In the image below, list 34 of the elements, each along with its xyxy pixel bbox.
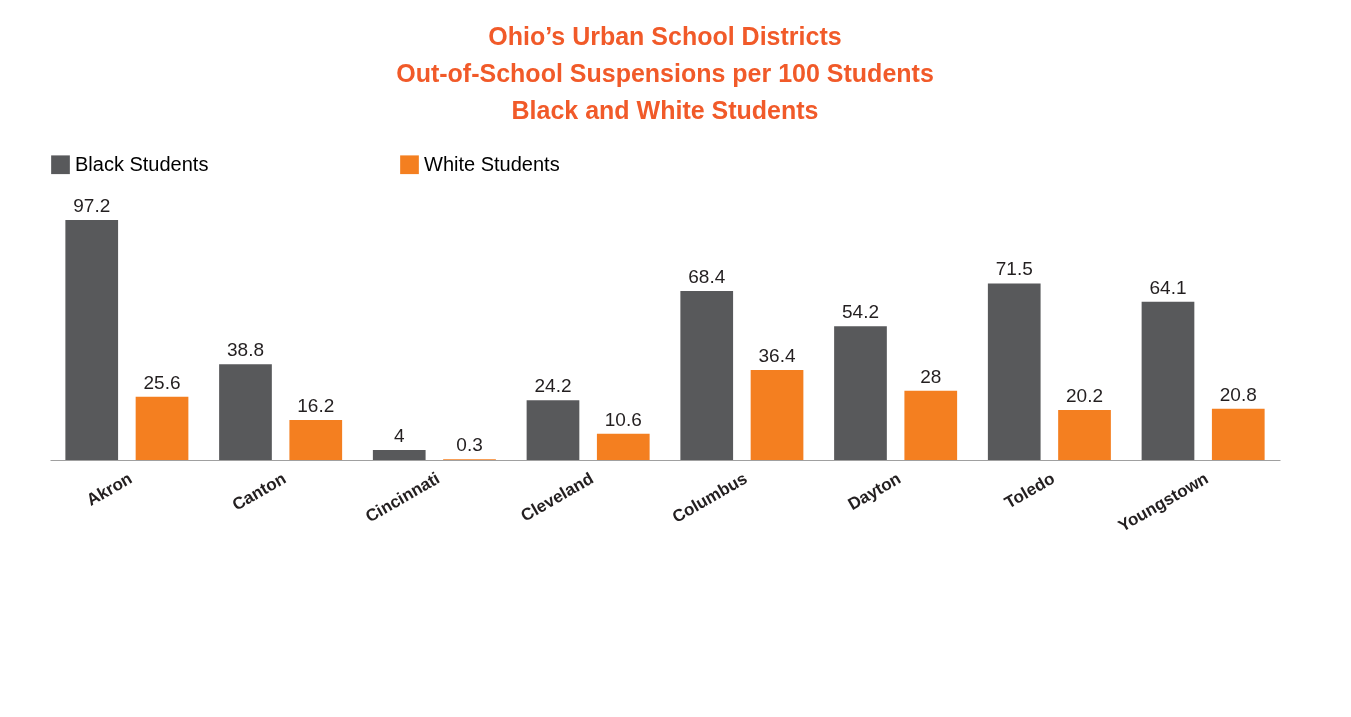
bar	[1211, 408, 1265, 460]
data-label: 36.4	[758, 345, 796, 367]
bar	[596, 433, 650, 460]
data-label: 68.4	[688, 266, 726, 288]
bar	[372, 450, 426, 460]
legend-label: White Students	[424, 152, 560, 175]
data-label: 24.2	[534, 375, 572, 397]
bar	[289, 420, 343, 460]
chart-title: Ohio’s Urban School Districts Out-of-School Suspensions per 100 Students Black and White Students	[396, 22, 934, 124]
bar	[834, 326, 887, 460]
data-label: 64.1	[1149, 276, 1187, 298]
data-label: 20.8	[1219, 383, 1257, 405]
data-label: 71.5	[995, 258, 1033, 280]
bar	[987, 283, 1041, 460]
bar	[1141, 301, 1195, 460]
bar	[680, 291, 734, 460]
data-label: 4	[393, 425, 405, 447]
data-label: 0.3	[456, 434, 483, 456]
data-label: 20.2	[1066, 385, 1104, 407]
bar	[219, 364, 272, 460]
data-label: 38.8	[226, 339, 264, 361]
legend-label: Black Students	[75, 152, 209, 175]
bar	[1058, 410, 1111, 460]
bar	[904, 390, 958, 460]
bar	[526, 400, 580, 460]
bar	[135, 396, 189, 460]
data-label: 28	[920, 365, 942, 387]
data-label: 16.2	[297, 395, 335, 416]
data-label: 54.2	[841, 301, 879, 323]
data-label: 10.6	[604, 408, 642, 430]
data-label: 25.6	[143, 371, 181, 393]
data-label: 97.2	[73, 195, 111, 216]
bar	[65, 220, 119, 460]
bar	[750, 370, 804, 460]
